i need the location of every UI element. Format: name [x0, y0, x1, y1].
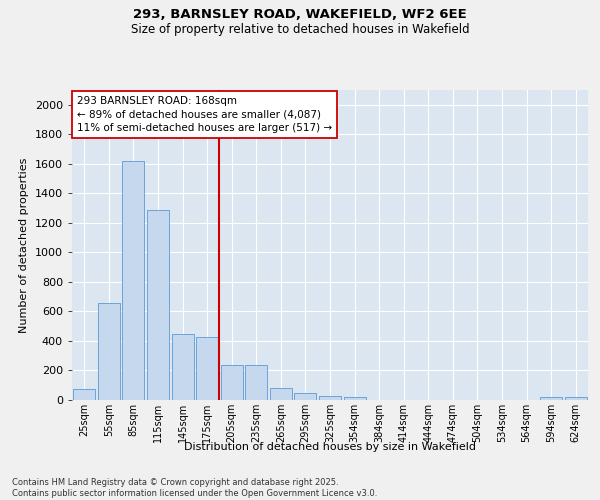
Bar [245, 364, 268, 400]
Bar [122, 161, 145, 400]
Bar [270, 388, 292, 400]
Text: Size of property relative to detached houses in Wakefield: Size of property relative to detached ho… [131, 22, 469, 36]
Text: Distribution of detached houses by size in Wakefield: Distribution of detached houses by size … [184, 442, 476, 452]
Bar [540, 397, 562, 400]
Bar [344, 397, 365, 400]
Bar [147, 210, 169, 400]
Bar [565, 397, 587, 400]
Y-axis label: Number of detached properties: Number of detached properties [19, 158, 29, 332]
Bar [319, 396, 341, 400]
Text: 293, BARNSLEY ROAD, WAKEFIELD, WF2 6EE: 293, BARNSLEY ROAD, WAKEFIELD, WF2 6EE [133, 8, 467, 20]
Bar [73, 389, 95, 400]
Bar [295, 392, 316, 400]
Bar [172, 334, 194, 400]
Bar [196, 336, 218, 400]
Bar [98, 302, 120, 400]
Bar [221, 364, 243, 400]
Text: 293 BARNSLEY ROAD: 168sqm
← 89% of detached houses are smaller (4,087)
11% of se: 293 BARNSLEY ROAD: 168sqm ← 89% of detac… [77, 96, 332, 132]
Text: Contains HM Land Registry data © Crown copyright and database right 2025.
Contai: Contains HM Land Registry data © Crown c… [12, 478, 377, 498]
